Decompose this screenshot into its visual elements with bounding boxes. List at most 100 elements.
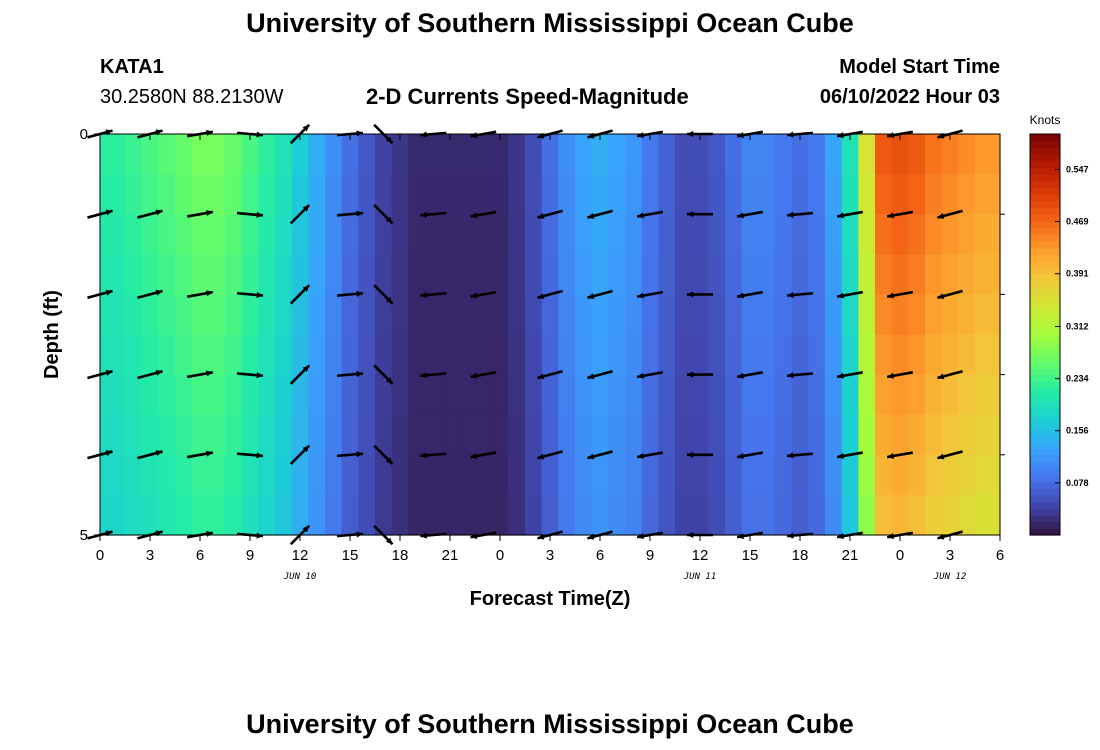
heatmap-cell: [241, 374, 259, 416]
heatmap-cell: [625, 174, 643, 215]
heatmap-cell: [291, 414, 309, 456]
heatmap-cell: [708, 254, 726, 295]
heatmap-cell: [741, 334, 759, 376]
heatmap-cell: [175, 454, 193, 496]
heatmap-cell: [658, 294, 676, 336]
heatmap-cell: [208, 174, 226, 215]
heatmap-cell: [358, 454, 376, 496]
heatmap-cell: [458, 334, 476, 376]
heatmap-cell: [175, 294, 193, 336]
heatmap-cell: [425, 454, 443, 496]
x-tick-label: 12: [292, 547, 309, 564]
heatmap-cell: [675, 334, 693, 376]
heatmap-cell: [841, 454, 859, 496]
heatmap-cell: [975, 294, 993, 336]
heatmap-cell: [308, 174, 326, 215]
heatmap-cell: [541, 294, 559, 336]
current-vector-head: [637, 292, 644, 299]
heatmap-cell: [941, 494, 959, 536]
heatmap-cell: [258, 374, 276, 416]
current-vector-head: [837, 212, 844, 219]
heatmap-cell: [841, 214, 859, 255]
current-vector-head: [837, 292, 844, 299]
heatmap-cell: [958, 494, 976, 536]
heatmap-cell: [675, 414, 693, 456]
heatmap-cell: [975, 494, 993, 536]
colorbar-segment: [1030, 321, 1060, 329]
heatmap-cell: [391, 294, 409, 336]
heatmap-cell: [925, 174, 943, 215]
heatmap-cell: [100, 174, 109, 215]
heatmap-cell: [508, 294, 526, 336]
heatmap-cell: [758, 454, 776, 496]
heatmap-cell: [875, 454, 893, 496]
colorbar-segment: [1030, 327, 1060, 336]
heatmap-cell: [375, 494, 393, 536]
heatmap-cell: [625, 294, 643, 336]
heatmap-cell: [975, 134, 993, 175]
heatmap-cell: [525, 334, 543, 376]
heatmap-cell: [775, 494, 793, 536]
current-vector-head: [385, 377, 393, 384]
heatmap-cell: [891, 374, 909, 416]
current-vector-head: [537, 212, 545, 219]
heatmap-cell: [908, 494, 926, 536]
heatmap-cell: [225, 254, 243, 295]
colorbar-segment: [1030, 421, 1060, 429]
x-axis-title: Forecast Time(Z): [470, 588, 631, 610]
heatmap-cell: [958, 334, 976, 376]
colorbar-segment: [1030, 234, 1060, 242]
heatmap-cell: [508, 174, 526, 215]
heatmap-cell: [308, 294, 326, 336]
heatmap-cell: [108, 334, 126, 376]
current-vector-head: [737, 372, 744, 379]
heatmap-cell: [608, 494, 626, 536]
heatmap-cell: [575, 134, 593, 175]
heatmap-cell: [141, 174, 159, 215]
heatmap-cell: [925, 254, 943, 295]
colorbar-tick-label: 0.078: [1066, 478, 1089, 488]
current-vector-head: [737, 212, 744, 219]
heatmap-cell: [308, 134, 326, 175]
heatmap-cell: [358, 334, 376, 376]
heatmap-cell: [858, 374, 876, 416]
current-vector-head: [155, 450, 163, 457]
heatmap-cell: [725, 214, 743, 255]
heatmap-cell: [775, 334, 793, 376]
current-vector-head: [105, 450, 113, 457]
heatmap-cell: [158, 494, 176, 536]
heatmap-cell: [325, 454, 343, 496]
heatmap-cell: [975, 174, 993, 215]
heatmap-cell: [858, 414, 876, 456]
heatmap-cell: [208, 134, 226, 175]
current-vector-head: [105, 209, 113, 216]
current-vector-head: [356, 370, 363, 378]
current-vector-head: [420, 211, 427, 218]
heatmap-cell: [708, 334, 726, 376]
heatmap-cell: [408, 134, 426, 175]
heatmap-cell: [141, 454, 159, 496]
heatmap-cell: [125, 374, 143, 416]
heatmap-cell: [108, 494, 126, 536]
heatmap-cell: [358, 254, 376, 295]
current-vector-head: [537, 293, 545, 300]
heatmap-cell: [875, 414, 893, 456]
heatmap-cell: [875, 214, 893, 255]
heatmap-cell: [808, 294, 826, 336]
heatmap-cell: [308, 254, 326, 295]
heatmap-cell: [275, 134, 293, 175]
heatmap-cell: [508, 334, 526, 376]
heatmap-cell: [358, 374, 376, 416]
heatmap-cell: [125, 174, 143, 215]
colorbar-segment: [1030, 468, 1060, 476]
heatmap-cell: [458, 174, 476, 215]
heatmap-cell: [541, 334, 559, 376]
heatmap-cell: [925, 414, 943, 456]
heatmap-cell: [375, 254, 393, 295]
heatmap-cell: [108, 254, 126, 295]
colorbar-segment: [1030, 294, 1060, 302]
heatmap-cell: [808, 214, 826, 255]
current-vector-head: [787, 372, 794, 379]
heatmap-cell: [708, 414, 726, 456]
heatmap-cell: [325, 494, 343, 536]
